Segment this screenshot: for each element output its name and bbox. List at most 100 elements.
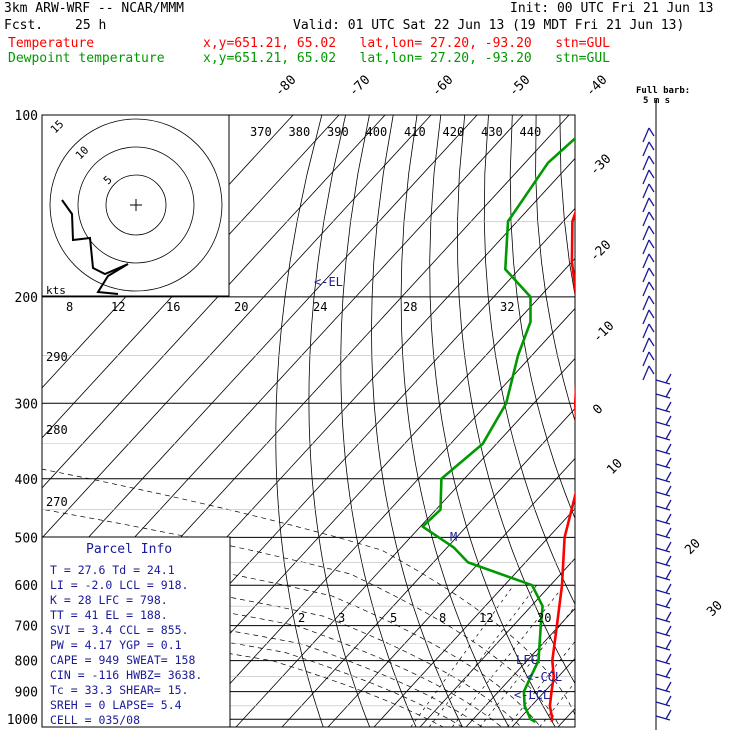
wind-barb [642,169,655,185]
wind-barb [655,555,672,567]
wind-barb-shaft [655,659,671,665]
forecast-label: Fcst. [4,18,44,33]
hodograph-ring [77,146,195,264]
dewpoint-location: x,y=651.21, 65.02 lat,lon= 27.20, -93.20… [203,51,610,66]
mixing-ratio-label: 8 [439,611,446,625]
wind-barb [655,499,672,511]
isotherm-line [327,457,575,727]
isotherm-line [235,357,575,727]
isotherm-label: -70 [346,73,373,100]
wind-barb [655,429,672,441]
wind-barb [655,639,672,651]
wind-barb-shaft [655,715,671,721]
wind-barb-shaft [642,267,650,283]
wind-barb-flag [665,639,672,650]
wind-barb-shaft [655,505,671,511]
temperature-curve [548,209,575,723]
wind-barb [642,323,655,339]
wind-barb [642,211,655,227]
wind-barb [655,681,672,693]
mixing-ratio-label: 5 [390,611,397,625]
pressure-tick-label: 500 [15,531,38,546]
wind-barb [655,415,672,427]
wind-barb [655,611,672,623]
wind-barb-shaft [655,701,671,707]
wind-barb-flag [665,597,672,608]
wind-barb-flag [665,527,672,538]
wind-barb-shaft [655,463,671,469]
isotherm-label: -80 [272,73,299,100]
wind-barb [655,569,672,581]
pressure-tick-label: 300 [15,397,38,412]
pressure-tick-label: 400 [15,473,38,488]
hodograph-ring [49,118,223,292]
dry-adiabat [535,115,575,423]
wind-barb-shaft [655,491,671,497]
theta-label: 420 [443,125,465,139]
dry-adiabat [275,115,324,727]
pressure-tick-label: 600 [15,579,38,594]
isotherm-line [189,307,575,727]
dry-adiabat [608,115,740,732]
dry-adiabat [631,115,740,732]
wind-barb-flag [665,569,672,580]
parcel-info-row: TT = 41 EL = 188. [50,608,168,622]
wind-barb [655,597,672,609]
dry-adiabat [371,115,463,727]
wind-barb [655,485,672,497]
mixing-ratio-label: 20 [537,611,551,625]
wind-barb-shaft [642,351,650,367]
wind-barb-flag [665,541,672,552]
isotherm-label: 20 [682,536,704,558]
wind-barb [655,667,672,679]
wind-barb [642,267,655,283]
mixing-ratio-line [410,584,514,727]
wind-barb-flag [665,695,672,706]
wind-barb [642,253,655,269]
init-time: Init: 00 UTC Fri 21 Jun 13 [510,1,714,16]
wind-barb [655,373,672,385]
mixing-ratio-label: 3 [338,611,345,625]
wind-barb [655,527,672,539]
dry-adiabat [308,115,371,727]
isotherm-label: -60 [429,73,456,100]
hodograph-units: kts [46,284,66,297]
dry-adiabat [703,115,740,732]
isotherm-line [511,657,575,727]
isotherm-line [42,115,478,589]
wind-barb-flag [665,611,672,622]
pressure-tick-label: 800 [15,655,38,670]
wind-barb-flag [665,499,672,510]
parcel-info-box [41,536,231,728]
isotherm-line [42,115,340,439]
theta-label: 400 [366,125,388,139]
wind-barb-flag [648,365,655,375]
wind-barb-flag [665,583,672,594]
wind-barb [642,337,655,353]
wind-barb-flag [648,183,655,193]
wind-barb [642,309,655,325]
pressure-tick-label: 700 [15,620,38,635]
wind-barb-shaft [655,547,671,553]
wind-barb-flag [648,337,655,347]
wind-barb-shaft [655,519,671,525]
wind-barb-flag [665,555,672,566]
moist-adiabat [42,602,483,727]
wind-barb-flag [648,309,655,319]
parcel-info-panel: Parcel Info T = 27.6 Td = 24.1LI = -2.0 L… [41,536,231,728]
parcel-info-row: CAPE = 949 SWEAT= 158 [50,653,195,667]
moist-adiabat [42,540,541,727]
isotherm-label: -20 [587,238,614,265]
wind-barb-shaft [642,183,650,199]
wind-barb-shaft [655,533,671,539]
level-marker-el: <-EL [314,275,343,289]
wind-barb-shaft [655,477,671,483]
barb-legend-line1: Full barb: [636,86,690,96]
parcel-info-row: CIN = -116 HWBZ= 3638. [50,668,202,682]
wind-barb-shaft [642,239,650,255]
wind-barb-shaft [642,365,650,381]
parcel-info-row: PW = 4.17 YGP = 0.1 [50,638,182,652]
parcel-info-row: K = 28 LFC = 798. [50,593,168,607]
theta-label: 440 [520,125,542,139]
